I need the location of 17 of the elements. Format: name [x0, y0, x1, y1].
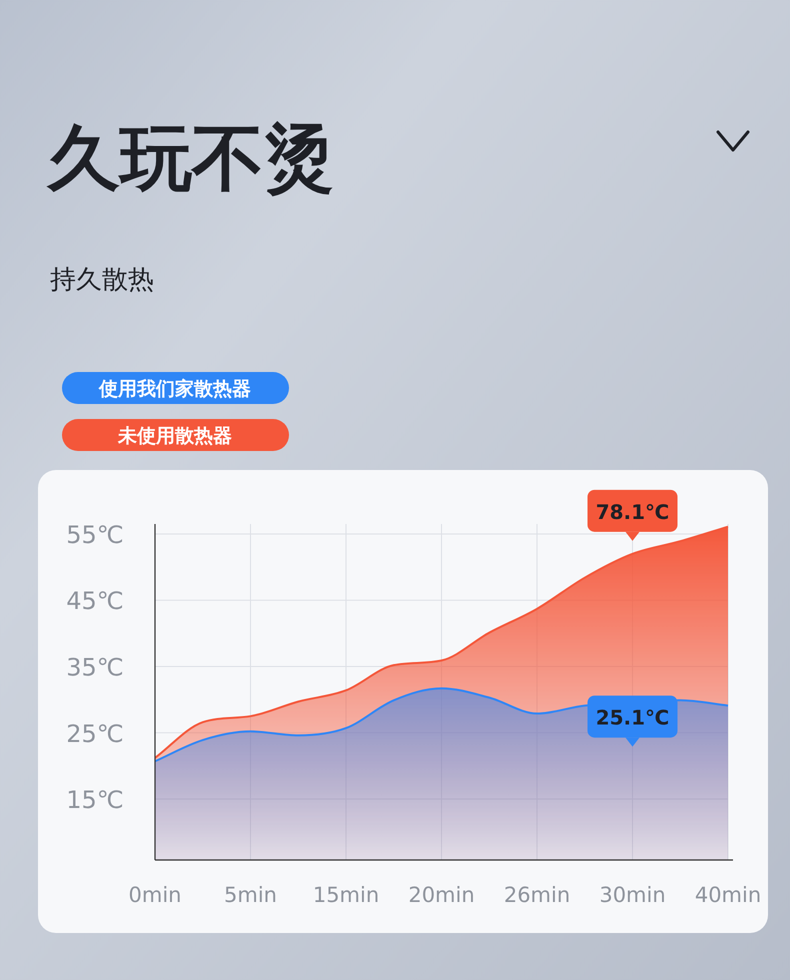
subtitle: 持久散热	[50, 265, 154, 295]
title: 久玩不烫	[48, 116, 336, 200]
y-tick-label: 15℃	[66, 786, 124, 814]
y-tick-label: 55℃	[66, 520, 124, 549]
x-tick-label: 15min	[312, 883, 380, 907]
x-tick-label: 20min	[408, 883, 475, 907]
y-tick-label: 25℃	[66, 720, 124, 748]
legend-item: 使用我们家散热器	[62, 372, 289, 404]
y-tick-label: 45℃	[66, 587, 124, 616]
y-tick-label: 35℃	[66, 653, 124, 682]
x-tick-label: 5min	[224, 883, 277, 907]
x-tick-label: 40min	[694, 883, 762, 907]
x-tick-label: 30min	[599, 883, 666, 907]
annotation: 25.1℃	[596, 706, 670, 730]
x-tick-label: 0min	[128, 883, 182, 907]
legend-item: 未使用散热器	[62, 419, 289, 451]
x-tick-label: 26min	[504, 883, 570, 907]
